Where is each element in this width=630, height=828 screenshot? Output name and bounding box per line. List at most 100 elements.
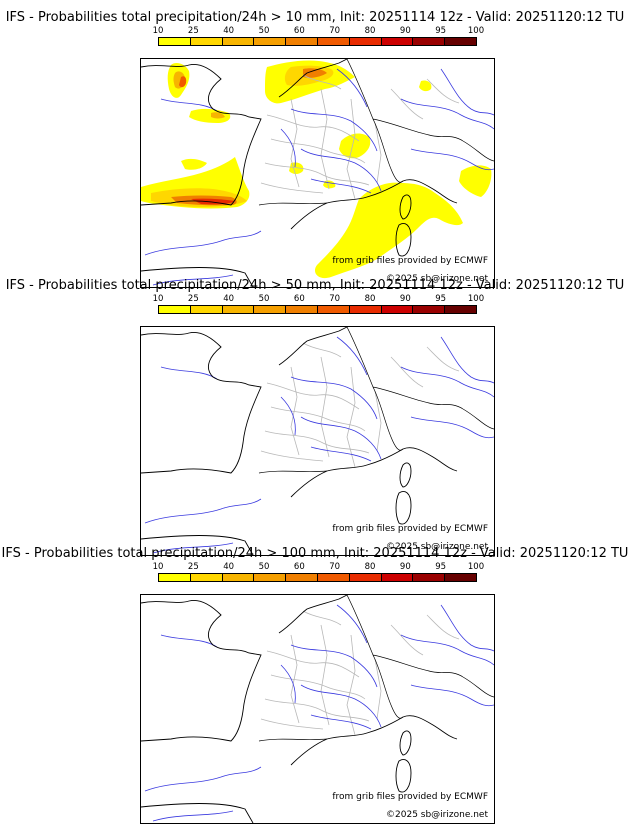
colorbar-tick-label: 80	[364, 294, 376, 304]
colorbar-tick-label: 80	[364, 26, 376, 36]
colorbar-tick-label: 60	[293, 294, 305, 304]
source-credit: from grib files provided by ECMWF	[332, 792, 488, 802]
panel-title: IFS - Probabilities total precipitation/…	[5, 10, 625, 25]
admin-boundary	[390, 356, 424, 388]
colorbar-tick-label: 70	[329, 294, 341, 304]
coastline	[290, 447, 458, 498]
river	[440, 604, 494, 652]
colorbar-swatches	[158, 573, 477, 582]
coastline	[399, 194, 412, 220]
colorbar-swatch	[413, 306, 446, 313]
rivers	[144, 604, 494, 822]
coastline	[141, 599, 262, 742]
coastline	[141, 331, 262, 474]
river	[336, 604, 368, 644]
river	[290, 376, 378, 420]
colorbar-swatch	[413, 38, 446, 45]
colorbar-swatch	[349, 38, 382, 45]
coastline	[399, 730, 412, 756]
colorbar-swatch	[381, 38, 414, 45]
colorbar-tick-label: 90	[399, 294, 411, 304]
colorbar-ticks: 10 25 40 50 60 70 80 90 95 100	[153, 562, 485, 572]
river	[400, 634, 494, 666]
precip-areas	[141, 60, 492, 279]
admin-boundaries	[260, 74, 460, 200]
precip-area	[339, 133, 371, 159]
admin-boundary	[270, 674, 366, 700]
coastline	[290, 715, 458, 766]
river	[300, 148, 382, 192]
map-panel-100mm: IFS - Probabilities total precipitation/…	[0, 546, 630, 824]
precip-area	[191, 198, 235, 205]
colorbar-tick-label: 40	[223, 294, 235, 304]
precip-area	[211, 112, 225, 119]
admin-boundary	[290, 366, 300, 456]
admin-boundary	[302, 74, 342, 90]
precip-map: from grib files provided by ECMWF ©2025 …	[140, 594, 495, 824]
colorbar-swatch	[445, 38, 476, 45]
colorbar-tick-label: 60	[293, 26, 305, 36]
precip-area	[323, 180, 336, 189]
colorbar-swatch	[222, 574, 255, 581]
colorbar-ticks: 10 25 40 50 60 70 80 90 95 100	[153, 26, 485, 36]
colorbar-swatch	[286, 574, 318, 581]
colorbar-tick-label: 10	[152, 562, 164, 572]
country-borders	[258, 595, 494, 742]
panel-title: IFS - Probabilities total precipitation/…	[1, 546, 629, 561]
admin-boundaries	[260, 610, 460, 736]
colorbar-swatch	[254, 574, 287, 581]
colorbar-tick-label: 50	[258, 294, 270, 304]
precip-area	[419, 80, 432, 92]
colorbar-tick-label: 95	[435, 562, 447, 572]
admin-boundary	[302, 342, 342, 358]
river	[300, 684, 382, 728]
colorbar-tick-label: 70	[329, 562, 341, 572]
copyright-credit: ©2025 sb@irizone.net	[386, 542, 488, 552]
admin-boundary	[266, 382, 360, 410]
coastline	[141, 63, 262, 206]
map-panel-10mm: IFS - Probabilities total precipitation/…	[0, 10, 630, 288]
admin-boundary	[302, 610, 342, 626]
river	[410, 684, 494, 707]
admin-boundaries	[260, 342, 460, 468]
precip-area	[181, 158, 207, 170]
coastline	[278, 327, 348, 366]
admin-boundary	[260, 182, 324, 194]
river	[290, 108, 378, 152]
admin-boundary	[320, 624, 330, 726]
map-canvas	[141, 327, 494, 555]
source-credit: from grib files provided by ECMWF	[332, 256, 488, 266]
colorbar-swatch	[413, 574, 446, 581]
admin-boundary	[346, 98, 356, 200]
admin-boundary	[374, 390, 382, 452]
admin-boundary	[264, 698, 370, 722]
admin-boundary	[346, 366, 356, 468]
coastline	[290, 179, 458, 230]
river	[400, 98, 494, 130]
map-panel-50mm: IFS - Probabilities total precipitation/…	[0, 278, 630, 556]
colorbar-tick-label: 50	[258, 562, 270, 572]
river	[336, 68, 368, 108]
rivers	[144, 68, 494, 286]
river	[410, 416, 494, 439]
admin-boundary	[260, 718, 324, 730]
river	[144, 766, 262, 792]
river	[152, 542, 234, 554]
river	[440, 336, 494, 384]
map-canvas	[141, 595, 494, 823]
admin-boundary	[266, 114, 360, 142]
coastline	[395, 491, 412, 525]
colorbar-tick-label: 50	[258, 26, 270, 36]
coastlines	[141, 327, 458, 555]
admin-boundary	[346, 634, 356, 736]
river	[280, 664, 296, 704]
precip-map: from grib files provided by ECMWF ©2025 …	[140, 58, 495, 288]
colorbar-tick-label: 25	[187, 294, 199, 304]
river	[400, 366, 494, 398]
copyright-credit: ©2025 sb@irizone.net	[386, 810, 488, 820]
admin-boundary	[426, 346, 460, 372]
river	[144, 230, 262, 256]
precip-area	[303, 68, 327, 78]
colorbar-swatch	[286, 306, 318, 313]
colorbar-tick-label: 25	[187, 562, 199, 572]
